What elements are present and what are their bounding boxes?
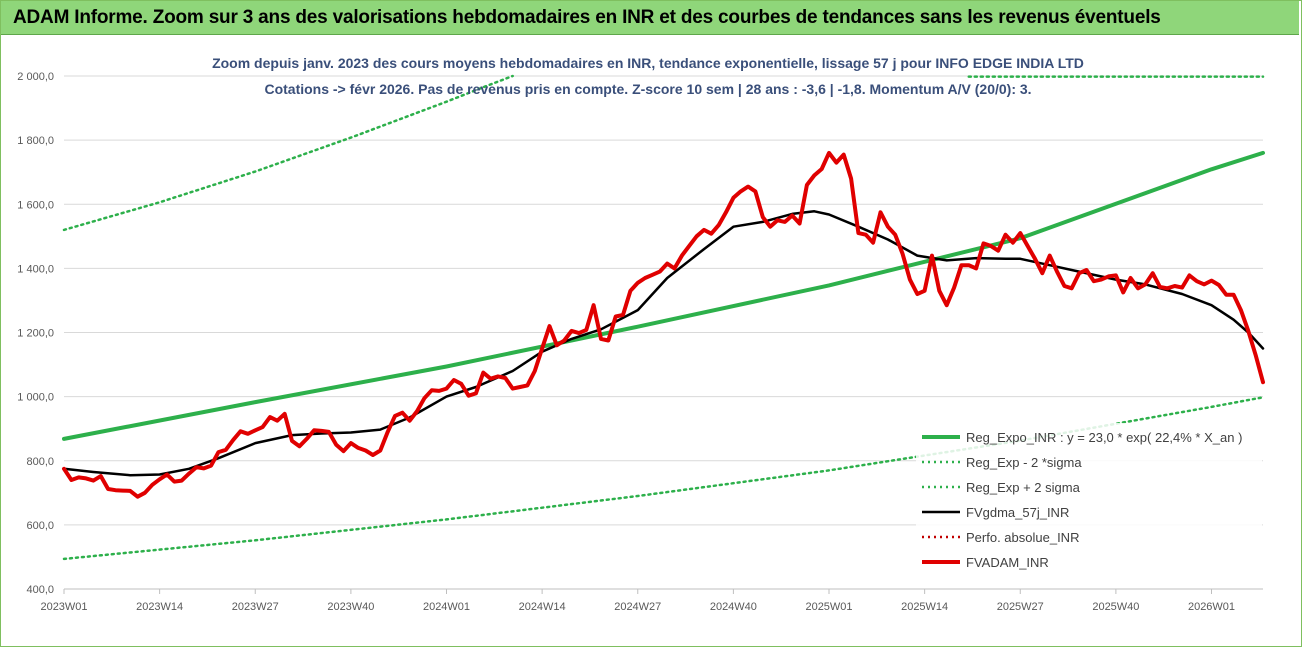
legend-entry: Reg_Expo_INR : y = 23,0 * exp( 22,4% * X… xyxy=(966,430,1242,445)
y-tick-label: 800,0 xyxy=(26,456,54,468)
reg-minus-2sigma-line xyxy=(62,396,1265,561)
legend-entry: Perfo. absolue_INR xyxy=(966,530,1079,545)
x-tick-label: 2023W40 xyxy=(327,601,374,613)
y-tick-label: 2 000,0 xyxy=(17,71,54,83)
legend-entry: Reg_Exp + 2 sigma xyxy=(966,480,1081,495)
x-tick-label: 2023W27 xyxy=(232,601,279,613)
legend-entry: FVADAM_INR xyxy=(966,555,1049,570)
y-tick-label: 1 800,0 xyxy=(17,135,54,147)
x-tick-label: 2024W40 xyxy=(710,601,757,613)
x-tick-label: 2023W14 xyxy=(136,601,183,613)
x-tick-label: 2024W27 xyxy=(614,601,661,613)
banner-title: ADAM Informe. Zoom sur 3 ans des valoris… xyxy=(13,7,1161,28)
x-tick-label: 2024W14 xyxy=(519,601,566,613)
x-tick-label: 2025W27 xyxy=(997,601,1044,613)
x-axis: 2023W01 2023W14 2023W27 2023W40 2024W01 2024W… xyxy=(40,588,1263,613)
legend-entry: FVgdma_57j_INR xyxy=(966,505,1069,520)
reg-plus-2sigma-line xyxy=(62,74,514,232)
fvadam-line xyxy=(62,150,1265,499)
chart-subtitle-line2: Cotations -> févr 2026. Pas de revenus p… xyxy=(264,81,1031,97)
y-tick-label: 1 000,0 xyxy=(17,392,54,404)
y-tick-label: 400,0 xyxy=(26,584,54,596)
series-lines xyxy=(62,74,1265,561)
reg-expo-line xyxy=(62,150,1265,441)
y-tick-label: 1 200,0 xyxy=(17,328,54,340)
x-tick-label: 2024W01 xyxy=(423,601,470,613)
title-banner: ADAM Informe. Zoom sur 3 ans des valoris… xyxy=(1,1,1299,35)
y-axis: 400,0 600,0 800,0 1 000,0 1 200,0 1 400,0 1 60… xyxy=(17,71,54,596)
x-tick-label: 2025W40 xyxy=(1092,601,1139,613)
legend-background xyxy=(916,423,1262,577)
x-tick-label: 2025W14 xyxy=(901,601,948,613)
legend: Reg_Expo_INR : y = 23,0 * exp( 22,4% * X… xyxy=(916,423,1262,577)
x-tick-label: 2026W01 xyxy=(1188,601,1235,613)
y-tick-label: 1 400,0 xyxy=(17,263,54,275)
y-tick-label: 600,0 xyxy=(26,520,54,532)
x-tick-label: 2025W01 xyxy=(805,601,852,613)
chart-subtitle-line1: Zoom depuis janv. 2023 des cours moyens … xyxy=(212,55,1084,71)
fvgdma-line xyxy=(62,210,1265,477)
legend-entry: Reg_Exp - 2 *sigma xyxy=(966,455,1082,470)
x-tick-label: 2023W01 xyxy=(40,601,87,613)
y-tick-label: 1 600,0 xyxy=(17,199,54,211)
